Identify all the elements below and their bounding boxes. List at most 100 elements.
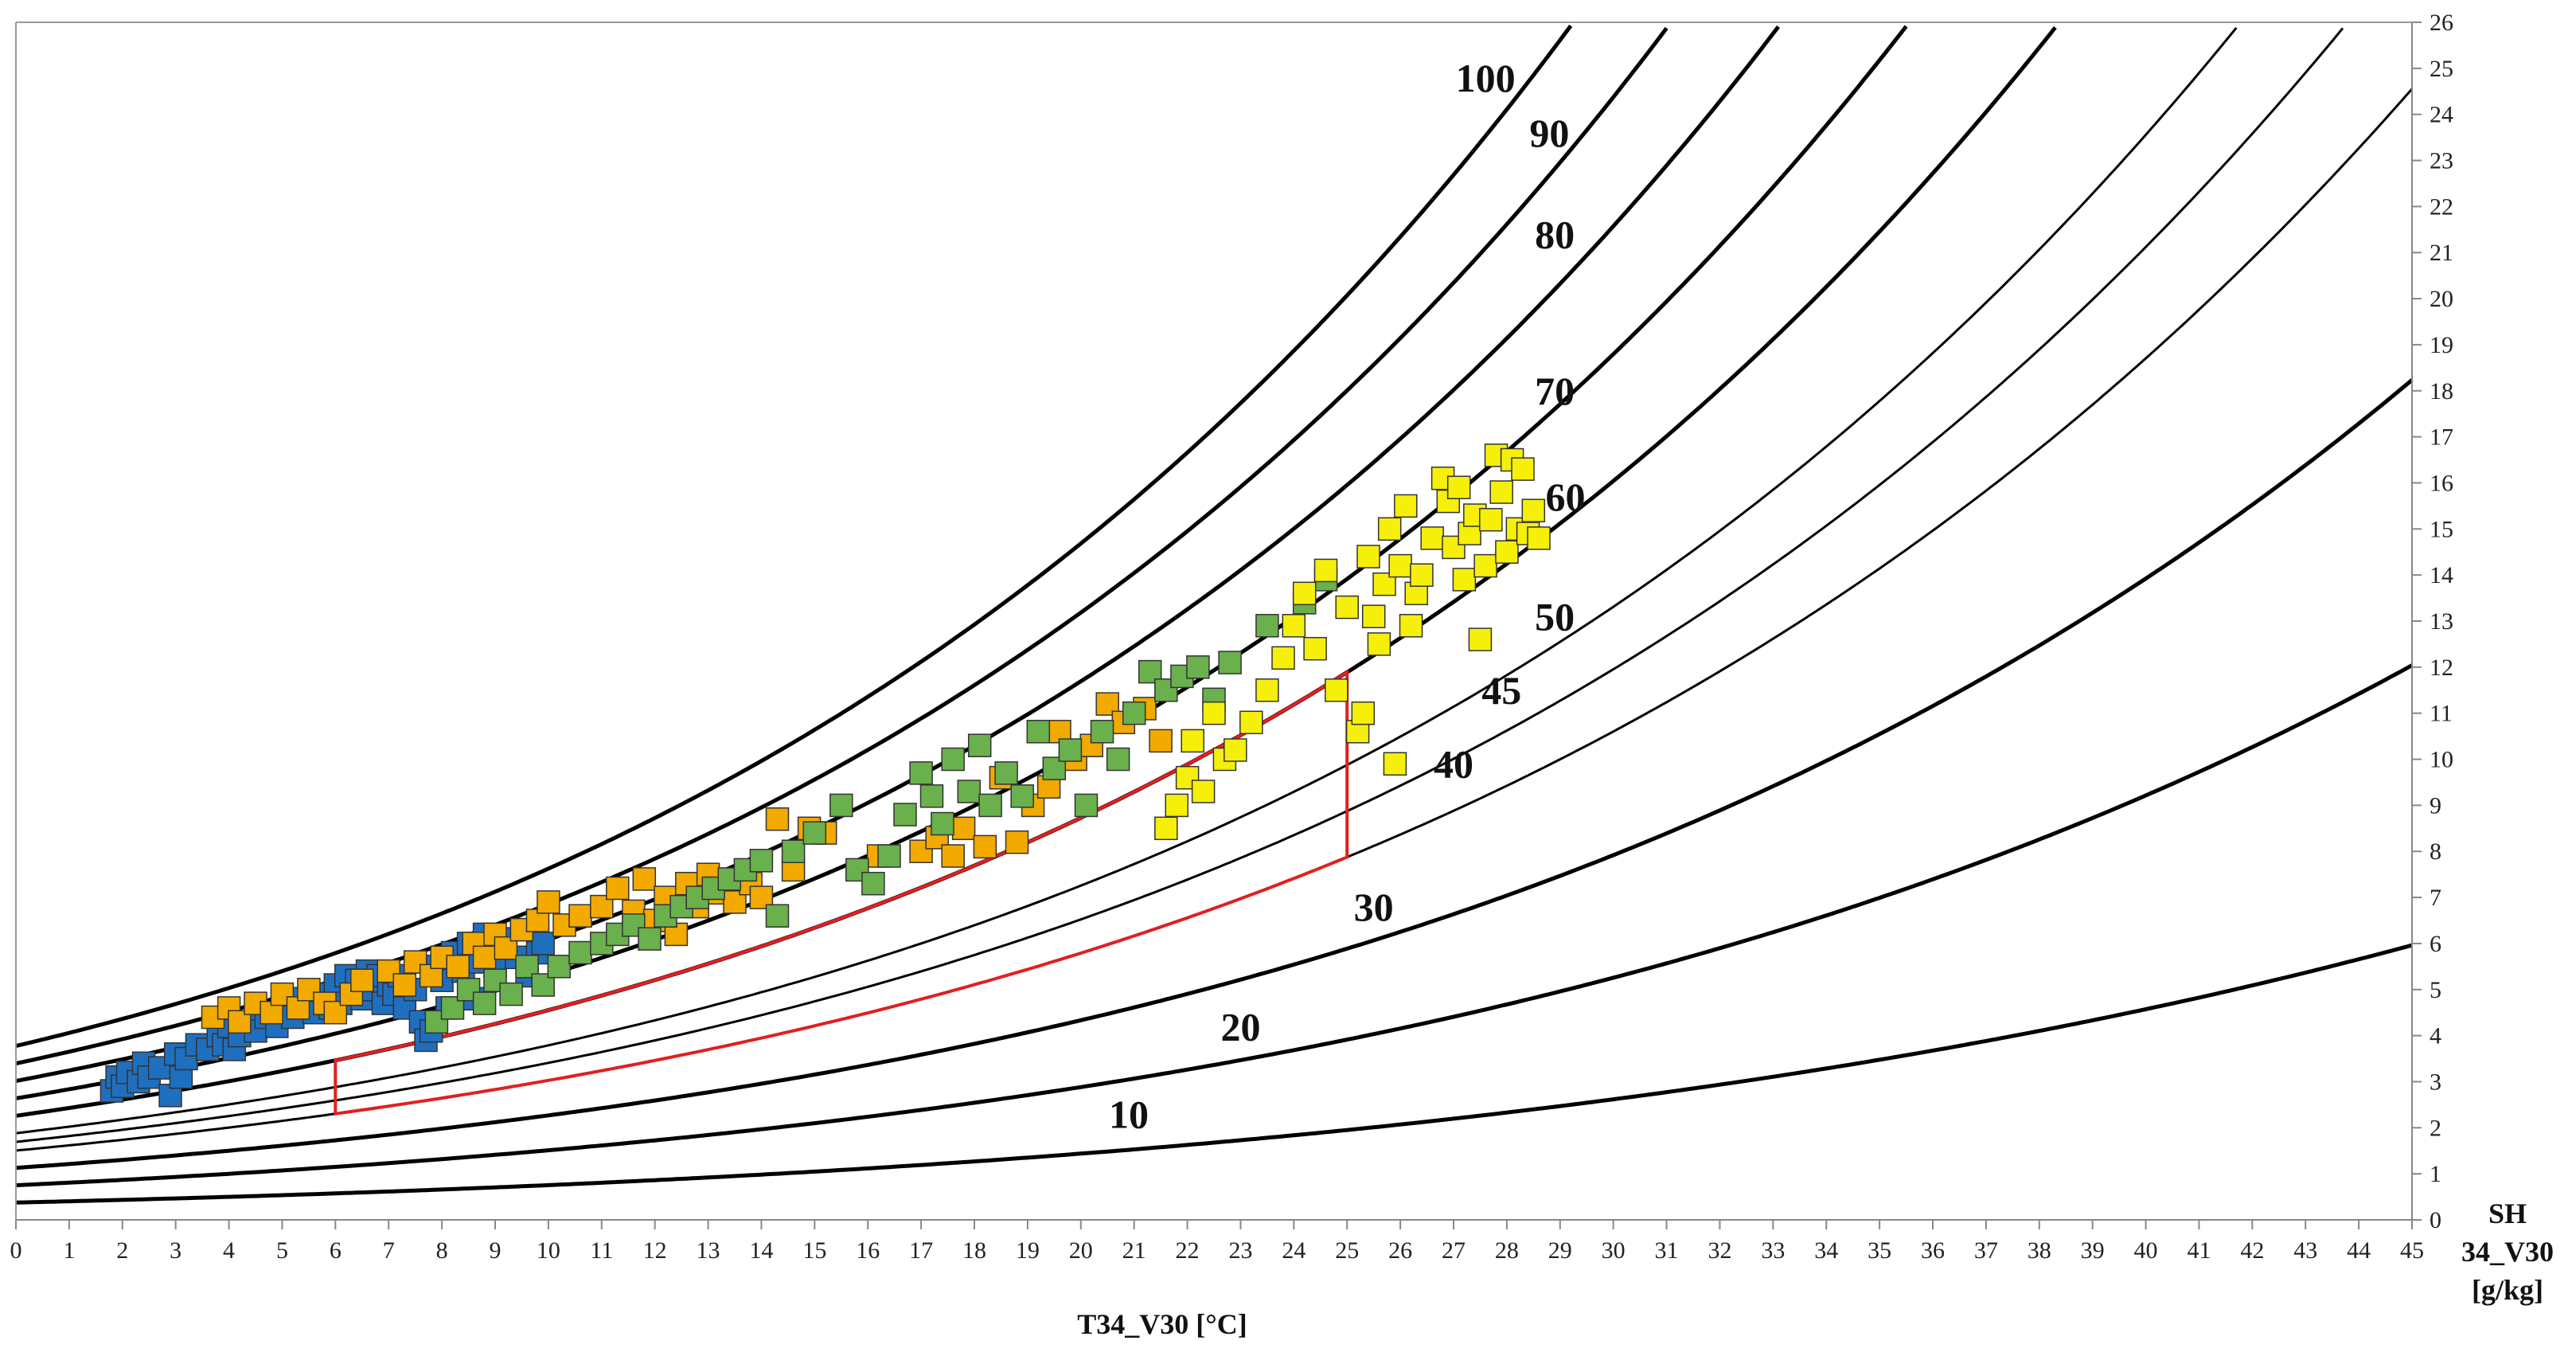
point-green-27 xyxy=(877,844,901,868)
point-yellow-19 xyxy=(1356,545,1380,569)
point-orange-48 xyxy=(941,844,965,868)
point-green-20 xyxy=(749,849,774,873)
x-tick-label: 19 xyxy=(1016,1237,1040,1264)
rh-label-100: 100 xyxy=(1456,56,1516,100)
comfort-zone xyxy=(334,669,1349,1116)
point-green-23 xyxy=(802,821,827,845)
point-green-5 xyxy=(499,982,523,1006)
rh-curve-45 xyxy=(15,27,2344,1143)
x-tick-label: 16 xyxy=(856,1237,880,1264)
point-green-22 xyxy=(781,839,806,863)
point-yellow-21 xyxy=(1367,632,1391,656)
point-green-9 xyxy=(568,940,592,965)
point-orange-26 xyxy=(568,904,592,928)
y-tick-label: 7 xyxy=(2430,885,2441,911)
y-tick-label: 14 xyxy=(2430,562,2453,588)
x-tick-label: 11 xyxy=(590,1237,613,1264)
point-green-50 xyxy=(1218,651,1242,674)
x-tick-label: 28 xyxy=(1495,1237,1519,1264)
point-green-21 xyxy=(765,904,790,928)
point-yellow-24 xyxy=(1383,752,1407,776)
rh-label-50: 50 xyxy=(1535,595,1575,639)
point-orange-2 xyxy=(228,1010,252,1034)
x-tick-label: 1 xyxy=(63,1237,75,1264)
x-tick-label: 36 xyxy=(1921,1237,1945,1264)
x-tick-label: 10 xyxy=(537,1237,560,1264)
point-orange-40 xyxy=(749,885,774,909)
y-tick-label: 23 xyxy=(2430,148,2453,174)
point-yellow-7 xyxy=(1224,738,1247,762)
point-orange-52 xyxy=(1005,830,1029,854)
rh-curve-100 xyxy=(15,24,1573,1049)
point-yellow-29 xyxy=(1410,563,1434,587)
point-yellow-34 xyxy=(1446,475,1471,499)
y-tick-label: 26 xyxy=(2430,10,2453,36)
y-tick-label: 24 xyxy=(2430,102,2453,128)
y-tick-label: 21 xyxy=(2430,240,2453,266)
point-green-51 xyxy=(1255,614,1279,638)
x-tick-label: 35 xyxy=(1868,1237,1891,1264)
point-green-29 xyxy=(909,761,933,785)
x-tick-label: 4 xyxy=(223,1237,235,1264)
x-tick-label: 22 xyxy=(1176,1237,1200,1264)
y-tick-label: 12 xyxy=(2430,655,2453,681)
point-yellow-38 xyxy=(1468,627,1493,651)
rh-label-40: 40 xyxy=(1434,742,1473,787)
x-tick-label: 25 xyxy=(1335,1237,1359,1264)
x-tick-label: 43 xyxy=(2293,1237,2317,1264)
point-green-37 xyxy=(1010,784,1034,808)
data-points xyxy=(100,444,1551,1108)
x-tick-label: 5 xyxy=(276,1237,288,1264)
point-yellow-23 xyxy=(1377,517,1402,541)
rh-label-70: 70 xyxy=(1535,369,1575,413)
x-tick-label: 12 xyxy=(643,1237,667,1264)
x-tick-label: 26 xyxy=(1388,1237,1412,1264)
point-orange-24 xyxy=(537,890,560,914)
point-yellow-3 xyxy=(1181,729,1204,753)
point-yellow-49 xyxy=(1527,526,1551,550)
x-tick-label: 6 xyxy=(330,1237,342,1264)
point-orange-21 xyxy=(494,936,518,960)
y-tick-label: 19 xyxy=(2430,332,2453,358)
point-orange-17 xyxy=(446,955,470,979)
point-yellow-46 xyxy=(1511,457,1535,481)
y-tick-label: 10 xyxy=(2430,747,2453,773)
y-tick-label: 0 xyxy=(2430,1207,2441,1233)
x-tick-label: 39 xyxy=(2081,1237,2105,1264)
point-yellow-42 xyxy=(1489,480,1513,504)
point-orange-13 xyxy=(392,973,417,997)
x-tick-label: 37 xyxy=(1974,1237,1998,1264)
point-green-24 xyxy=(829,793,853,818)
point-orange-61 xyxy=(1149,729,1173,753)
point-green-38 xyxy=(1026,720,1051,744)
y-axis-ticks: 0123456789101112131415161718192021222324… xyxy=(2412,10,2453,1233)
y-tick-label: 13 xyxy=(2430,608,2453,635)
y-axis-title-line1: SH xyxy=(2488,1198,2527,1229)
x-tick-label: 14 xyxy=(749,1237,773,1264)
x-tick-label: 34 xyxy=(1814,1237,1838,1264)
point-green-42 xyxy=(1090,720,1114,744)
point-yellow-12 xyxy=(1292,581,1317,606)
y-tick-label: 22 xyxy=(2430,193,2453,220)
y-axis-title-line2: 34_V30 xyxy=(2461,1236,2554,1268)
point-yellow-27 xyxy=(1399,614,1423,638)
point-yellow-14 xyxy=(1313,558,1338,583)
y-tick-label: 11 xyxy=(2430,701,2453,727)
point-green-28 xyxy=(893,803,917,827)
point-yellow-0 xyxy=(1154,816,1178,841)
y-tick-label: 3 xyxy=(2430,1069,2441,1095)
point-yellow-8 xyxy=(1239,710,1263,735)
point-yellow-15 xyxy=(1325,678,1348,702)
x-tick-label: 15 xyxy=(802,1237,826,1264)
point-green-2 xyxy=(456,978,481,1002)
y-tick-label: 25 xyxy=(2430,56,2453,82)
point-green-34 xyxy=(967,733,992,757)
y-tick-label: 18 xyxy=(2430,378,2453,404)
point-yellow-26 xyxy=(1394,494,1418,518)
x-tick-label: 9 xyxy=(490,1237,502,1264)
x-tick-label: 38 xyxy=(2028,1237,2051,1264)
x-tick-label: 7 xyxy=(383,1237,395,1264)
point-orange-28 xyxy=(606,876,630,901)
y-tick-label: 15 xyxy=(2430,516,2453,542)
rh-label-10: 10 xyxy=(1109,1092,1149,1136)
